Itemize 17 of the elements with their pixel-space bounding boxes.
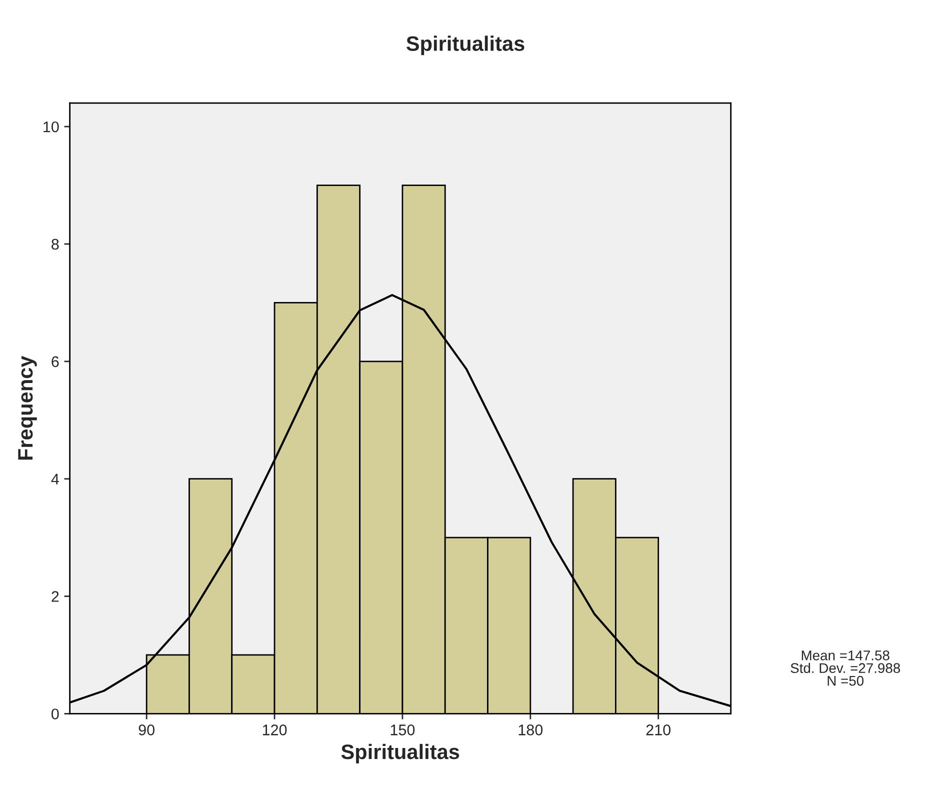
y-tick-label: 4: [51, 474, 59, 484]
text: N =50: [828, 676, 864, 686]
text: Mean =147.58: [802, 650, 890, 660]
chart-title: Spiritualitas: [406, 36, 524, 56]
x-axis-title: Spiritualitas: [341, 744, 460, 764]
y-axis-title: Frequency: [18, 356, 37, 460]
y-tick-label: 2: [52, 591, 59, 602]
y-tick-label: 0: [52, 708, 59, 720]
text: Std. Dev. =27.988: [790, 662, 900, 674]
y-tick-label: 8: [52, 238, 59, 250]
x-tick-label: 180: [518, 724, 543, 736]
y-tick-label: 6: [52, 356, 59, 368]
x-tick-label: 120: [262, 724, 287, 736]
y-tick-label: 10: [44, 121, 59, 132]
x-tick-label: 150: [390, 724, 415, 736]
x-tick-label: 90: [138, 724, 154, 736]
x-tick-label: 210: [646, 724, 670, 736]
